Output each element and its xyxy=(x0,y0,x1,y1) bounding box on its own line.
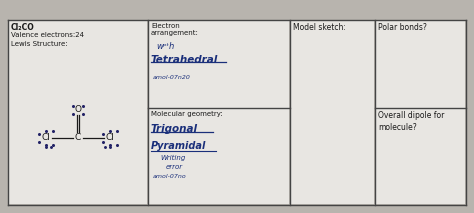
Text: Lewis Structure:: Lewis Structure: xyxy=(11,41,68,47)
Bar xyxy=(376,21,465,204)
Text: Electron
arrangement:: Electron arrangement: xyxy=(151,23,199,36)
Bar xyxy=(149,21,289,204)
Text: Molecular geometry:: Molecular geometry: xyxy=(151,111,223,117)
Text: Model sketch:: Model sketch: xyxy=(293,23,346,32)
Text: Cl: Cl xyxy=(106,134,114,142)
Text: wᵖᵗh: wᵖᵗh xyxy=(156,42,174,51)
Text: amol-07no: amol-07no xyxy=(153,174,187,179)
Text: Cl₂CO: Cl₂CO xyxy=(11,23,35,32)
Text: Tetrahedral: Tetrahedral xyxy=(151,55,218,65)
Text: C: C xyxy=(75,134,81,142)
Text: Cl: Cl xyxy=(42,134,50,142)
Text: Valence electrons:24: Valence electrons:24 xyxy=(11,32,84,38)
Text: error: error xyxy=(166,164,183,170)
Bar xyxy=(291,21,374,204)
Text: Writing: Writing xyxy=(160,155,185,161)
Text: Pyramidal: Pyramidal xyxy=(151,141,206,151)
Bar xyxy=(9,21,147,204)
Text: amol-07n20: amol-07n20 xyxy=(153,75,191,80)
Text: O: O xyxy=(74,105,82,115)
Text: Trigonal: Trigonal xyxy=(151,124,198,134)
Text: Overall dipole for
molecule?: Overall dipole for molecule? xyxy=(378,111,444,132)
Text: Polar bonds?: Polar bonds? xyxy=(378,23,427,32)
